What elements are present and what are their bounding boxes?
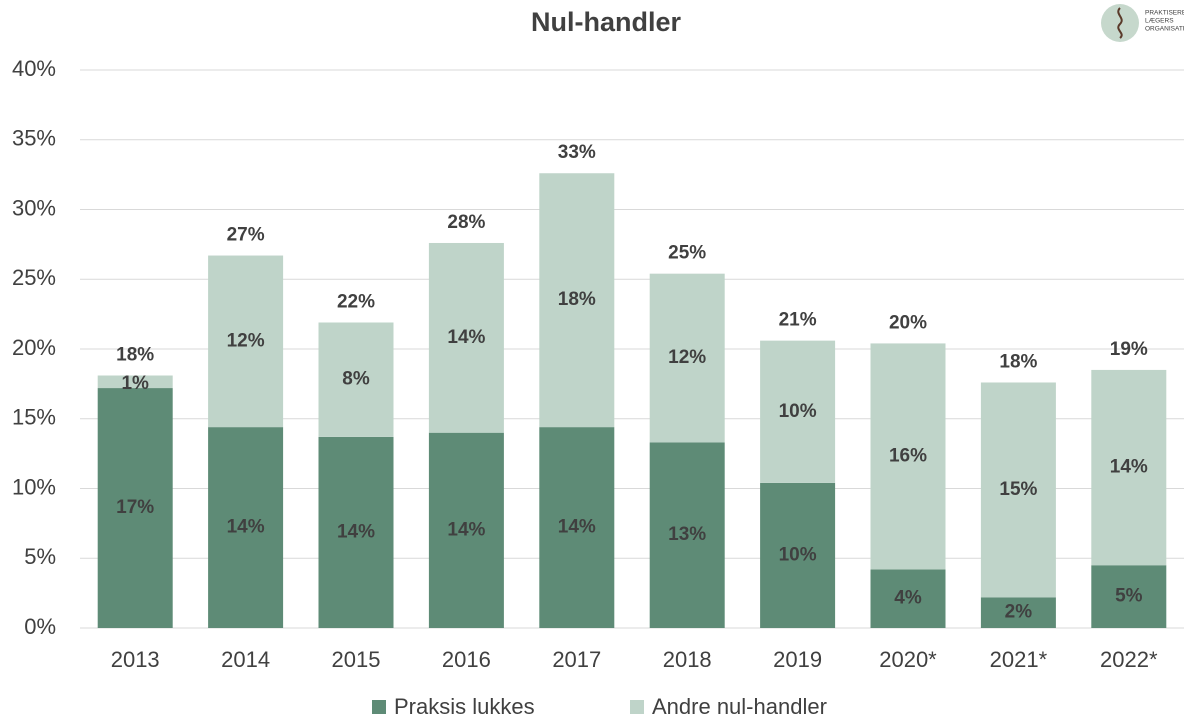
data-label: 4% xyxy=(894,588,922,609)
legend-label: Andre nul-handler xyxy=(652,694,827,718)
total-label: 28% xyxy=(447,212,485,233)
bar-segment xyxy=(208,255,284,428)
y-tick-label: 25% xyxy=(12,265,56,290)
data-label: 2% xyxy=(1005,602,1033,623)
total-label: 18% xyxy=(116,345,154,366)
logo-text: LÆGERS xyxy=(1145,18,1174,25)
bar-segment xyxy=(870,569,946,628)
logo-text: PRAKTISERENDE xyxy=(1145,10,1184,17)
total-label: 19% xyxy=(1110,339,1148,360)
total-label: 25% xyxy=(668,243,706,264)
bar-segment xyxy=(760,340,836,483)
x-tick-label: 2021* xyxy=(990,647,1048,672)
data-label: 17% xyxy=(116,497,154,518)
bar-segment xyxy=(318,436,394,628)
data-label: 14% xyxy=(558,517,596,538)
x-tick-label: 2022* xyxy=(1100,647,1158,672)
y-tick-label: 30% xyxy=(12,195,56,220)
bar-segment xyxy=(539,427,615,628)
y-tick-label: 10% xyxy=(12,474,56,499)
legend-label: Praksis lukkes xyxy=(394,694,535,718)
data-label: 14% xyxy=(447,519,485,540)
y-tick-label: 40% xyxy=(12,56,56,81)
data-label: 8% xyxy=(342,369,370,390)
data-label: 15% xyxy=(999,479,1037,500)
x-tick-label: 2017 xyxy=(552,647,601,672)
y-tick-label: 20% xyxy=(12,335,56,360)
bar-segment xyxy=(1091,565,1167,628)
x-tick-label: 2019 xyxy=(773,647,822,672)
data-label: 16% xyxy=(889,445,927,466)
bar-segment xyxy=(649,273,725,443)
x-tick-label: 2013 xyxy=(111,647,160,672)
data-label: 13% xyxy=(668,524,706,545)
bar-segment xyxy=(760,482,836,628)
x-tick-label: 2020* xyxy=(879,647,937,672)
data-label: 14% xyxy=(227,517,265,538)
data-label: 14% xyxy=(337,521,375,542)
data-label: 10% xyxy=(779,544,817,565)
legend-swatch xyxy=(372,700,386,714)
x-tick-label: 2014 xyxy=(221,647,270,672)
data-label: 18% xyxy=(558,289,596,310)
logo-symbol xyxy=(1117,7,1123,39)
data-label: 10% xyxy=(779,401,817,422)
legend-swatch xyxy=(630,700,644,714)
total-label: 27% xyxy=(227,225,265,246)
data-label: 14% xyxy=(447,327,485,348)
data-label: 5% xyxy=(1115,586,1143,607)
bar-segment xyxy=(980,382,1056,598)
data-label: 12% xyxy=(668,347,706,368)
bar-segment xyxy=(208,427,284,628)
total-label: 33% xyxy=(558,142,596,163)
total-label: 22% xyxy=(337,292,375,313)
y-tick-label: 5% xyxy=(24,544,56,569)
x-tick-label: 2016 xyxy=(442,647,491,672)
chart-title: Nul-handler xyxy=(531,7,681,37)
logo-text: ORGANISATION xyxy=(1145,26,1184,33)
bar-segment xyxy=(980,597,1056,628)
total-label: 18% xyxy=(999,351,1037,372)
total-label: 21% xyxy=(779,310,817,331)
bar-segment xyxy=(428,432,504,628)
bar-segment xyxy=(1091,369,1167,566)
data-label: 12% xyxy=(227,330,265,351)
bar-segment xyxy=(649,442,725,628)
bar-segment xyxy=(539,173,615,428)
x-tick-label: 2018 xyxy=(663,647,712,672)
data-label: 14% xyxy=(1110,457,1148,478)
y-tick-label: 15% xyxy=(12,405,56,430)
y-tick-label: 0% xyxy=(24,614,56,639)
bar-segment xyxy=(428,242,504,433)
total-label: 20% xyxy=(889,312,927,333)
x-tick-label: 2015 xyxy=(332,647,381,672)
bar-segment xyxy=(97,375,173,389)
y-tick-label: 35% xyxy=(12,126,56,151)
bar-segment xyxy=(97,388,173,628)
bar-segment xyxy=(318,322,394,437)
bar-segment xyxy=(870,343,946,570)
data-label: 1% xyxy=(121,373,149,394)
